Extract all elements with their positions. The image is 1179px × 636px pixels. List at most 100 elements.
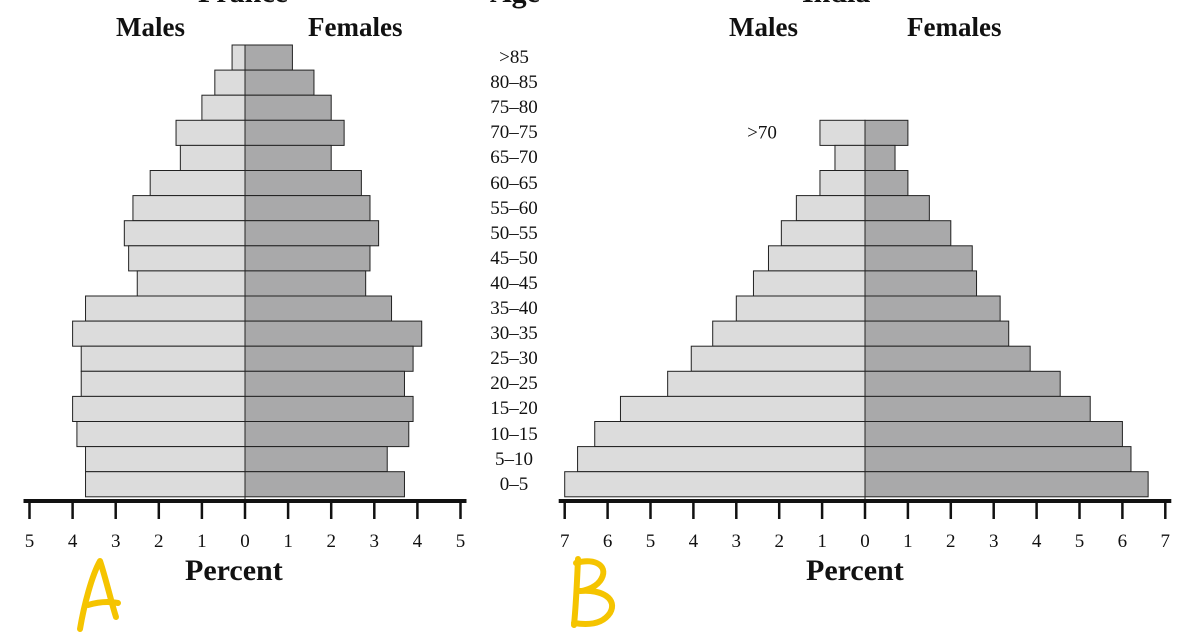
india-title: India: [802, 0, 870, 10]
x-tick-label: 2: [154, 531, 164, 552]
male-bar: [132, 195, 246, 222]
female-bar: [244, 270, 367, 297]
chart-b-males-header: Males: [729, 12, 798, 42]
age-label: 60–65: [490, 172, 538, 194]
male-bar: [72, 395, 246, 422]
x-tick-label: 7: [560, 531, 570, 552]
male-bar: [667, 370, 866, 397]
age-label: 20–25: [490, 373, 538, 395]
female-bar: [864, 144, 896, 171]
x-tick-label: 2: [774, 531, 784, 552]
male-bar: [179, 144, 246, 171]
x-tick-label: 4: [413, 531, 423, 552]
female-bar: [864, 320, 1010, 347]
chart-b-xlabel: Percent: [806, 554, 904, 587]
x-tick-label: 3: [989, 531, 999, 552]
female-bar: [244, 370, 405, 397]
x-tick-label: 1: [283, 531, 293, 552]
x-tick-label: 2: [946, 531, 956, 552]
age-label: >85: [499, 47, 529, 68]
female-bar: [244, 295, 393, 322]
x-tick-label: 3: [732, 531, 742, 552]
male-bar: [136, 270, 246, 297]
age-label: 0–5: [499, 473, 529, 495]
female-bar: [244, 345, 414, 372]
female-bar: [244, 220, 380, 247]
female-bar: [864, 395, 1091, 422]
age-label: 80–85: [490, 72, 538, 94]
male-bar: [201, 94, 246, 121]
male-bar: [795, 195, 866, 222]
male-bar: [819, 170, 866, 197]
male-bar: [834, 144, 866, 171]
age-label: 45–50: [490, 247, 538, 269]
male-bar: [231, 44, 246, 71]
x-tick-label: 5: [646, 531, 656, 552]
x-tick-label: 5: [25, 531, 35, 552]
female-bar: [864, 195, 930, 222]
x-tick-label: 4: [68, 531, 78, 552]
x-tick-label: 4: [1032, 531, 1042, 552]
male-bar: [594, 421, 866, 448]
france-title: France: [198, 0, 288, 10]
male-bar: [80, 370, 246, 397]
panel-mark-b: [571, 556, 615, 628]
female-bar: [864, 370, 1061, 397]
male-bar: [619, 395, 866, 422]
age-title: Age: [490, 0, 540, 10]
x-tick-label: 2: [326, 531, 336, 552]
male-bar: [76, 421, 246, 448]
x-tick-label: 3: [370, 531, 380, 552]
x-tick-label: 6: [603, 531, 613, 552]
female-bar: [864, 446, 1132, 473]
male-bar: [72, 320, 246, 347]
male-bar: [735, 295, 866, 322]
male-bar: [780, 220, 866, 247]
female-bar: [244, 119, 345, 146]
age-label: 25–30: [490, 348, 538, 370]
male-bar: [85, 446, 246, 473]
male-bar: [712, 320, 866, 347]
age-label: 50–55: [490, 222, 538, 244]
female-bar: [244, 144, 332, 171]
x-tick-label: 0: [240, 531, 250, 552]
female-bar: [864, 471, 1149, 498]
female-bar: [244, 395, 414, 422]
female-bar: [864, 295, 1001, 322]
female-bar: [244, 320, 423, 347]
female-bar: [864, 220, 952, 247]
female-bar: [244, 44, 293, 71]
chart-a-males-header: Males: [116, 12, 185, 42]
chart-a-france: 5 4 3 2 1 0 1 2 3 4 5: [23, 44, 467, 552]
male-bar: [85, 295, 246, 322]
age-label: 40–45: [490, 272, 538, 294]
female-bar: [244, 471, 405, 498]
male-bar: [690, 345, 866, 372]
male-bar: [819, 119, 866, 146]
x-tick-label: 4: [689, 531, 699, 552]
female-bar: [864, 270, 978, 297]
x-tick-label: 6: [1118, 531, 1128, 552]
male-bar: [752, 270, 866, 297]
x-tick-label: 7: [1161, 531, 1171, 552]
age-label: 65–70: [490, 147, 538, 169]
age-label: 75–80: [490, 97, 538, 119]
x-tick-label: 5: [1075, 531, 1085, 552]
chart-b-india: 7 6 5 4 3 2 1 0 1 2 3 4 5 6 7 >70: [558, 119, 1172, 552]
male-bar: [123, 220, 246, 247]
age-label: 70–75: [490, 122, 538, 144]
age-label: 35–40: [490, 298, 538, 319]
male-bar: [85, 471, 246, 498]
chart-b-top-age-label: >70: [747, 122, 777, 143]
female-bar: [864, 119, 909, 146]
female-bar: [244, 195, 371, 222]
female-bar: [244, 446, 388, 473]
male-bar: [128, 245, 246, 272]
x-tick-label: 0: [860, 531, 870, 552]
x-tick-label: 3: [111, 531, 121, 552]
age-label: 10–15: [490, 423, 538, 445]
x-tick-label: 1: [817, 531, 827, 552]
female-bar: [864, 170, 909, 197]
female-bar: [864, 245, 973, 272]
